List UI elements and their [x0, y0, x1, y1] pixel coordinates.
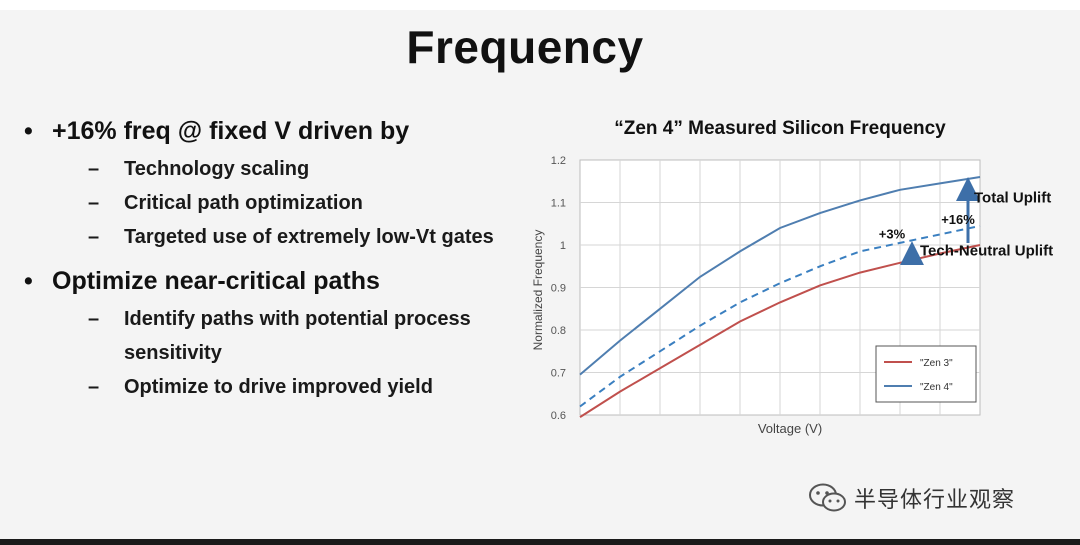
sub-bullet-item: – Critical path optimization	[88, 186, 504, 220]
dash-marker: –	[88, 226, 100, 248]
y-tick-label: 0.8	[551, 325, 566, 337]
y-tick-label: 1	[560, 240, 566, 252]
dash-marker: –	[88, 158, 100, 180]
x-axis-label: Voltage (V)	[758, 421, 822, 436]
sub-bullet-item: – Identify paths with potential process …	[88, 302, 504, 370]
sub-bullet-text: Targeted use of extremely low-Vt gates	[124, 226, 494, 248]
sub-bullet-item: – Technology scaling	[88, 152, 504, 186]
bullet-item: • Optimize near-critical paths – Identif…	[24, 262, 504, 404]
sub-bullet-text: Technology scaling	[124, 158, 310, 180]
watermark: 半导体行业观察	[808, 480, 1015, 516]
sub-bullet-text: Critical path optimization	[124, 192, 363, 214]
bullet-text: Optimize near-critical paths	[52, 267, 380, 295]
series-line-zen4	[579, 176, 981, 376]
bullet-marker: •	[24, 267, 33, 295]
bottom-strip	[0, 539, 1080, 545]
annotation-tech-neutral-uplift: Tech-Neutral Uplift	[920, 243, 1053, 260]
watermark-text: 半导体行业观察	[854, 487, 1016, 512]
y-tick-label: 1.2	[551, 155, 566, 167]
bullet-marker: •	[24, 117, 33, 145]
annotation-plus-3: +3%	[879, 227, 906, 242]
top-strip	[0, 0, 1080, 10]
y-tick-label: 0.6	[551, 410, 566, 422]
sub-bullet-list: – Technology scaling – Critical path opt…	[52, 152, 504, 254]
legend-label: "Zen 3"	[920, 358, 953, 369]
dash-marker: –	[88, 376, 100, 398]
y-tick-label: 1.1	[551, 198, 566, 210]
sub-bullet-list: – Identify paths with potential process …	[52, 302, 504, 404]
legend-label: "Zen 4"	[920, 382, 953, 393]
sub-bullet-text: Optimize to drive improved yield	[124, 376, 433, 398]
bullet-list: • +16% freq @ fixed V driven by – Techno…	[24, 112, 504, 412]
bullet-text: +16% freq @ fixed V driven by	[52, 117, 410, 145]
legend-box	[875, 345, 977, 403]
series-line-tech-neutral	[579, 224, 981, 408]
sub-bullet-text: Identify paths with potential process se…	[124, 308, 471, 364]
frequency-chart: 0.6 0.7 0.8 0.9 1 1.1 1.2 +3% +16% Total Uplift Te…	[531, 155, 1053, 436]
y-tick-label: 0.7	[551, 368, 566, 380]
slide-title: Frequency	[406, 21, 644, 73]
annotation-plus-16: +16%	[941, 212, 975, 227]
annotation-total-uplift: Total Uplift	[974, 190, 1051, 207]
y-axis-label: Normalized Frequency	[531, 230, 545, 351]
chart-title: “Zen 4” Measured Silicon Frequency	[614, 118, 946, 139]
sub-bullet-item: – Optimize to drive improved yield	[88, 370, 504, 404]
dash-marker: –	[88, 308, 100, 330]
y-tick-label: 0.9	[551, 283, 566, 295]
sub-bullet-item: – Targeted use of extremely low-Vt gates	[88, 220, 504, 254]
dash-marker: –	[88, 192, 100, 214]
wechat-icon	[809, 483, 846, 512]
bullet-item: • +16% freq @ fixed V driven by – Techno…	[24, 112, 504, 254]
